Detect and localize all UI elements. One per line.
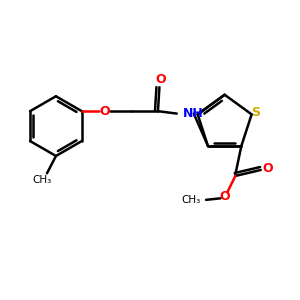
Text: O: O (99, 105, 110, 118)
Text: CH₃: CH₃ (182, 195, 201, 205)
Text: S: S (251, 106, 260, 119)
Text: O: O (156, 73, 166, 86)
Text: NH: NH (183, 107, 204, 120)
Text: CH₃: CH₃ (33, 175, 52, 185)
Text: O: O (262, 162, 273, 175)
Text: O: O (220, 190, 230, 203)
